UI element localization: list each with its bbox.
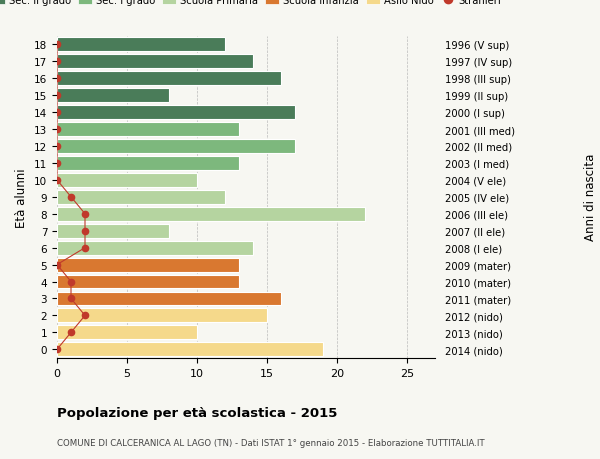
Bar [57,292,281,306]
Bar [57,72,281,86]
Bar [57,140,295,154]
Bar [57,258,239,272]
Text: Anni di nascita: Anni di nascita [584,154,597,241]
Y-axis label: Età alunni: Età alunni [16,168,28,227]
Bar [57,174,197,187]
Bar [57,326,197,340]
Bar [57,38,225,52]
Bar [57,224,169,238]
Bar [57,241,253,255]
Bar [57,89,169,103]
Bar [57,342,323,357]
Bar [57,55,253,69]
Legend: Sec. II grado, Sec. I grado, Scuola Primaria, Scuola Infanzia, Asilo Nido, Stran: Sec. II grado, Sec. I grado, Scuola Prim… [0,0,505,10]
Bar [57,207,365,221]
Bar [57,190,225,204]
Text: COMUNE DI CALCERANICA AL LAGO (TN) - Dati ISTAT 1° gennaio 2015 - Elaborazione T: COMUNE DI CALCERANICA AL LAGO (TN) - Dat… [57,438,485,448]
Bar [57,123,239,137]
Bar [57,106,295,120]
Bar [57,309,267,323]
Text: Popolazione per età scolastica - 2015: Popolazione per età scolastica - 2015 [57,406,337,419]
Bar [57,157,239,170]
Bar [57,275,239,289]
